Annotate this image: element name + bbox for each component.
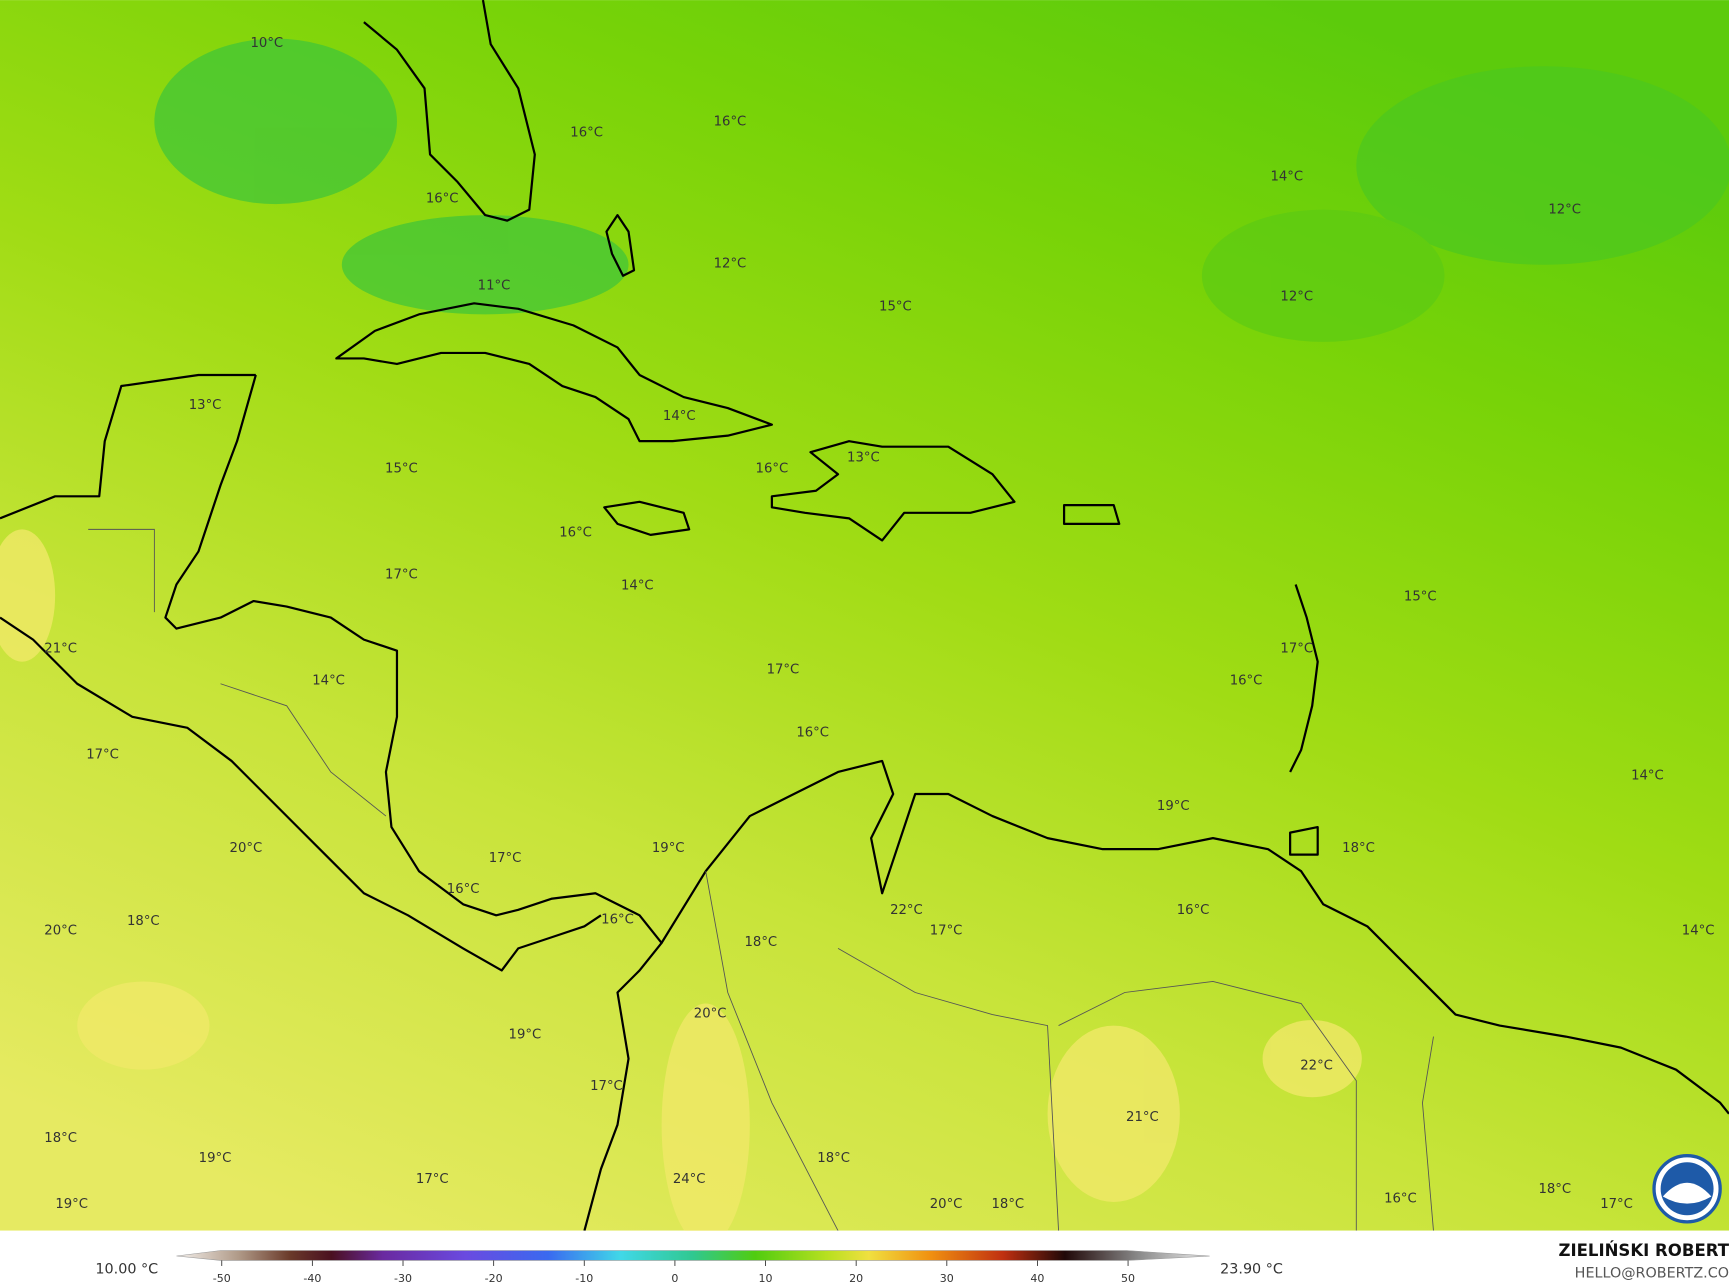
isotherm-label: 18°C bbox=[1538, 1182, 1571, 1197]
isotherm-label: 13°C bbox=[847, 451, 880, 466]
isotherm-label: 16°C bbox=[1230, 673, 1263, 688]
colorbar bbox=[176, 1250, 1210, 1261]
isotherm-label: 16°C bbox=[601, 913, 634, 928]
isotherm-label: 14°C bbox=[621, 579, 654, 594]
isotherm-label: 14°C bbox=[663, 409, 696, 424]
isotherm-label: 21°C bbox=[44, 641, 77, 656]
isotherm-label: 13°C bbox=[189, 398, 222, 413]
colorbar-tick-label: 40 bbox=[1030, 1272, 1044, 1285]
isotherm-label: 15°C bbox=[1404, 590, 1437, 605]
warm-patches bbox=[0, 529, 1362, 1247]
isotherm-label: 21°C bbox=[1126, 1110, 1159, 1125]
colorbar-max: 23.90 °C bbox=[1220, 1261, 1283, 1277]
isotherm-label: 14°C bbox=[1682, 924, 1715, 939]
colorbar-tick-label: -40 bbox=[303, 1272, 321, 1285]
colorbar-tick-label: 0 bbox=[671, 1272, 678, 1285]
isotherm-label: 16°C bbox=[796, 725, 829, 740]
colorbar-tick-label: 30 bbox=[940, 1272, 954, 1285]
credit-email: HELLO@ROBERTZ.CO bbox=[1575, 1266, 1729, 1282]
isotherm-label: 15°C bbox=[385, 462, 418, 477]
isotherm-label: 16°C bbox=[1384, 1192, 1417, 1207]
isotherm-label: 20°C bbox=[694, 1006, 727, 1021]
isotherm-label: 17°C bbox=[1280, 641, 1313, 656]
isotherm-label: 14°C bbox=[312, 673, 345, 688]
colorbar-min: 10.00 °C bbox=[95, 1261, 158, 1277]
isotherm-label: 17°C bbox=[489, 851, 522, 866]
isotherm-label: 16°C bbox=[714, 114, 747, 129]
isotherm-label: 22°C bbox=[890, 903, 923, 918]
isotherm-label: 17°C bbox=[930, 924, 963, 939]
isotherm-label: 18°C bbox=[745, 935, 778, 950]
isotherm-label: 17°C bbox=[767, 662, 800, 677]
isotherm-label: 16°C bbox=[756, 462, 789, 477]
isotherm-label: 11°C bbox=[478, 279, 511, 294]
isotherm-label: 18°C bbox=[992, 1197, 1025, 1212]
isotherm-label: 18°C bbox=[127, 914, 160, 929]
isotherm-label: 19°C bbox=[652, 841, 685, 856]
isotherm-label: 17°C bbox=[1600, 1197, 1633, 1212]
isotherm-label: 17°C bbox=[416, 1172, 449, 1187]
isotherm-label: 24°C bbox=[673, 1172, 706, 1187]
isotherm-label: 19°C bbox=[199, 1151, 232, 1166]
credit-name: ZIELIŃSKI ROBERT bbox=[1558, 1241, 1729, 1260]
coastlines bbox=[0, 0, 1729, 1231]
noaa-logo bbox=[1652, 1154, 1722, 1224]
isotherm-label: 16°C bbox=[1177, 903, 1210, 918]
isotherm-label: 16°C bbox=[426, 192, 459, 207]
isotherm-label: 10°C bbox=[251, 36, 284, 51]
isotherm-label: 17°C bbox=[385, 568, 418, 583]
isotherm-label: 12°C bbox=[714, 257, 747, 272]
isotherm-label: 20°C bbox=[44, 924, 77, 939]
isotherm-label: 18°C bbox=[1342, 841, 1375, 856]
isotherm-label: 20°C bbox=[930, 1197, 963, 1212]
colorbar-tick-label: -20 bbox=[485, 1272, 503, 1285]
cold-patches bbox=[154, 38, 1729, 342]
isotherm-label: 16°C bbox=[570, 125, 603, 140]
isotherm-label: 14°C bbox=[1270, 170, 1303, 185]
isotherm-label: 19°C bbox=[1157, 799, 1190, 814]
colorbar-tick-label: -50 bbox=[213, 1272, 231, 1285]
borders bbox=[88, 528, 1434, 1231]
colorbar-tick-label: 20 bbox=[849, 1272, 863, 1285]
isotherm-label: 18°C bbox=[817, 1151, 850, 1166]
isotherm-label: 14°C bbox=[1631, 768, 1664, 783]
isotherm-label: 15°C bbox=[879, 300, 912, 315]
colorbar-tick-label: 50 bbox=[1121, 1272, 1135, 1285]
isotherm-label: 22°C bbox=[1300, 1058, 1333, 1073]
isotherm-label: 20°C bbox=[230, 841, 263, 856]
colorbar-tick-label: -30 bbox=[394, 1272, 412, 1285]
isotherm-label: 16°C bbox=[559, 526, 592, 541]
isotherm-label: 12°C bbox=[1548, 203, 1581, 218]
isotherm-label: 17°C bbox=[590, 1079, 623, 1094]
isotherm-label: 19°C bbox=[509, 1027, 542, 1042]
isotherm-label: 16°C bbox=[447, 882, 480, 897]
isotherm-label: 17°C bbox=[86, 747, 119, 762]
isotherm-label: 12°C bbox=[1280, 290, 1313, 305]
colorbar-tick-label: 10 bbox=[759, 1272, 773, 1285]
isotherm-label: 18°C bbox=[44, 1131, 77, 1146]
isotherm-label: 19°C bbox=[55, 1197, 88, 1212]
colorbar-tick-label: -10 bbox=[575, 1272, 593, 1285]
